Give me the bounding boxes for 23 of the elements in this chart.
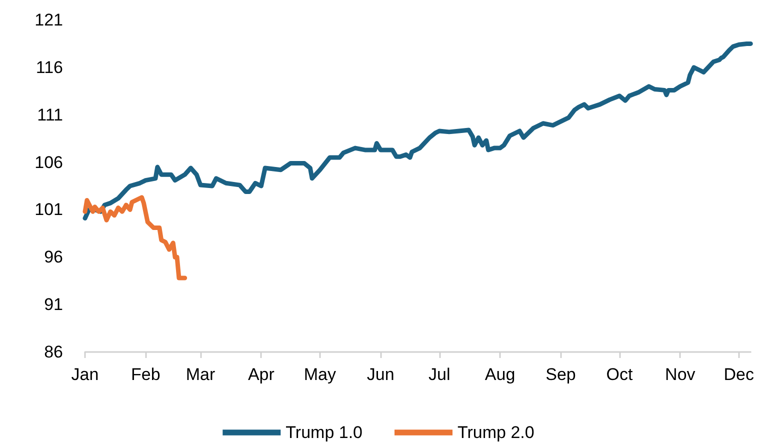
y-tick-label: 111 — [37, 105, 63, 124]
x-tick-label: Aug — [484, 365, 516, 384]
x-tick-label: Nov — [665, 365, 696, 384]
x-tick-label: Jul — [428, 365, 450, 384]
x-tick-label: Sep — [546, 365, 576, 384]
y-tick-label: 106 — [34, 152, 63, 172]
x-tick-label: Mar — [186, 365, 216, 384]
line-series — [82, 195, 188, 280]
y-tick-label: 96 — [44, 248, 63, 267]
x-tick-label: Feb — [131, 365, 160, 384]
y-tick-label: 86 — [44, 342, 63, 362]
x-tick-label: Apr — [248, 365, 275, 384]
x-tick-label: Oct — [606, 365, 633, 384]
legend-label: Trump 2.0 — [458, 423, 534, 442]
y-tick-label: 91 — [44, 295, 63, 314]
y-tick-label: 101 — [34, 200, 63, 220]
y-tick-label: 121 — [34, 10, 63, 30]
y-tick-label: 116 — [36, 58, 63, 77]
x-tick-label: Dec — [724, 365, 754, 384]
x-tick-label: May — [304, 365, 336, 384]
x-tick-label: Jan — [71, 365, 99, 384]
legend-label: Trump 1.0 — [286, 423, 363, 442]
x-tick-label: Jun — [366, 365, 394, 384]
